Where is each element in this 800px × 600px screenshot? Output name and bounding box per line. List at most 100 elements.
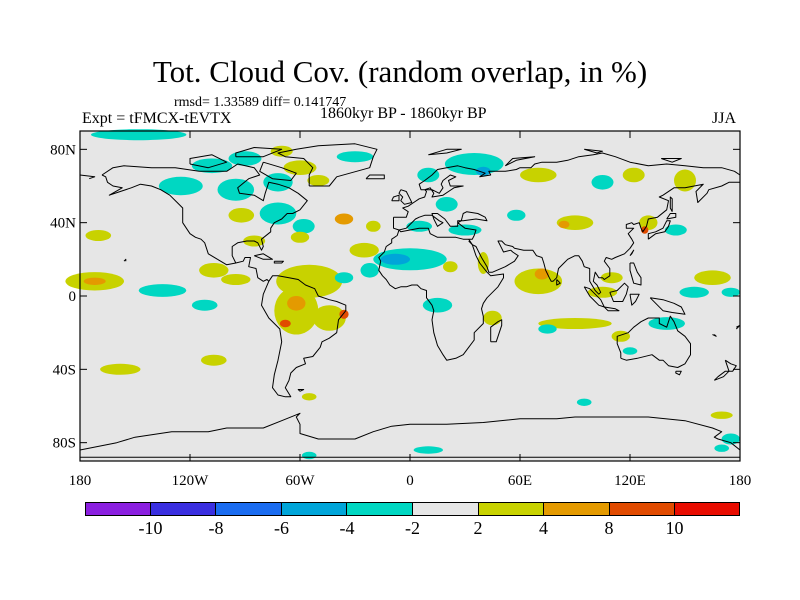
anomaly-patch — [279, 319, 291, 328]
coastline — [616, 315, 691, 368]
center-label: 1860kyr BP - 1860kyr BP — [320, 105, 487, 122]
coastline — [713, 370, 730, 381]
coastline — [724, 359, 737, 372]
colorbar — [85, 502, 740, 516]
colorbar-label: -6 — [274, 518, 289, 538]
coastline — [391, 194, 400, 202]
x-tick-label: 180 — [69, 473, 92, 489]
anomaly-patch — [477, 252, 489, 274]
chart-title: Tot. Cloud Cov. (random overlap, in %) — [152, 54, 648, 89]
colorbar-label: -10 — [138, 518, 163, 538]
season-label: JJA — [712, 110, 737, 127]
coastline — [101, 163, 347, 398]
anomaly-patch — [622, 347, 638, 355]
colorbar-box — [149, 502, 216, 516]
colorbar-label: -4 — [339, 518, 355, 538]
x-tick-label: 120W — [172, 473, 210, 489]
anomaly-patch — [292, 219, 315, 234]
anomaly-patch — [91, 129, 187, 141]
coastline — [629, 249, 635, 257]
y-axis: 80N 40N 0 40S 80S — [50, 142, 740, 452]
colorbar-label: 4 — [539, 518, 548, 538]
anomaly-patch — [336, 151, 374, 163]
coastline — [556, 279, 561, 286]
anomaly-patch — [507, 209, 526, 221]
colorbar-box — [280, 502, 347, 516]
coastline — [428, 148, 462, 156]
anomaly-patch — [443, 261, 458, 273]
anomaly-patch — [138, 284, 187, 297]
coastline-layer — [79, 143, 741, 458]
colorbar-label: 10 — [665, 518, 684, 538]
coastline — [647, 220, 671, 240]
coastline — [259, 161, 297, 181]
x-tick-label: 120E — [614, 473, 646, 489]
coastline — [254, 253, 273, 260]
anomaly-patch — [83, 277, 106, 285]
anomaly-patch — [587, 286, 618, 298]
anomaly-patch — [674, 169, 696, 192]
y-tick-label: 80S — [53, 436, 76, 452]
anomaly-patch — [639, 215, 658, 230]
colorbar-label: 8 — [604, 518, 614, 538]
coastline — [79, 412, 741, 451]
anomaly-patch — [373, 248, 447, 271]
anomaly-patch — [366, 220, 381, 232]
colorbar-box — [215, 502, 281, 516]
coastline — [378, 229, 504, 361]
anomaly-patch — [274, 286, 319, 335]
colorbar-label: 2 — [473, 518, 483, 538]
y-tick-label: 0 — [69, 289, 77, 305]
colorbar-box — [543, 502, 609, 516]
coastline — [273, 260, 284, 264]
coastline — [504, 156, 536, 167]
anomaly-patch — [312, 305, 346, 331]
anomaly-patch — [679, 286, 709, 298]
anomaly-patch — [714, 444, 729, 452]
anomaly-patch — [85, 230, 112, 241]
coastline — [277, 143, 378, 187]
anomaly-patch — [228, 151, 262, 166]
coastline — [393, 211, 488, 240]
anomaly-patch — [558, 220, 570, 229]
anomaly-patch — [648, 317, 685, 330]
coastline — [603, 306, 620, 312]
map-panel: 180 120W 60W 0 60E 120E 180 80N 40N 0 40S 80S — [50, 129, 751, 489]
coastline — [675, 370, 682, 376]
anomaly-patch — [307, 175, 330, 186]
anomaly-patch — [290, 231, 310, 243]
anomaly-patch — [422, 297, 453, 313]
coastline — [629, 262, 642, 286]
coastline — [101, 174, 218, 260]
anomaly-patch — [483, 310, 502, 326]
anomaly-patch — [435, 197, 458, 212]
colorbar-box — [411, 502, 478, 516]
anomaly-patch — [600, 272, 623, 284]
anomaly-patch — [334, 272, 354, 284]
anomaly-patch — [301, 393, 317, 401]
coastline — [468, 181, 740, 295]
anomaly-patch — [221, 274, 251, 285]
anomaly-patch — [199, 263, 229, 278]
anomaly-patch — [301, 451, 317, 460]
coastline — [297, 389, 305, 392]
coastline — [609, 282, 629, 302]
anomaly-patch — [380, 253, 410, 265]
stats-label: rmsd= 1.33589 diff= 0.141747 — [174, 95, 347, 110]
colorbar-label: -2 — [405, 518, 420, 538]
coastline — [649, 297, 686, 315]
experiment-label: Expt = tFMCX-tEVTX — [82, 110, 232, 127]
x-tick-label: 60W — [285, 473, 315, 489]
coastline — [235, 147, 283, 158]
anomaly-patch — [201, 354, 227, 366]
colorbar-box — [674, 502, 740, 516]
coastline — [123, 258, 127, 262]
y-tick-label: 80N — [50, 142, 76, 158]
colorbar-box — [85, 502, 150, 516]
anomaly-patch — [576, 398, 592, 406]
anomaly-patch — [228, 208, 255, 223]
anomaly-patch — [283, 160, 317, 175]
coastline — [661, 158, 682, 163]
anomaly-patch — [413, 446, 443, 454]
anomaly-patch — [259, 202, 297, 225]
